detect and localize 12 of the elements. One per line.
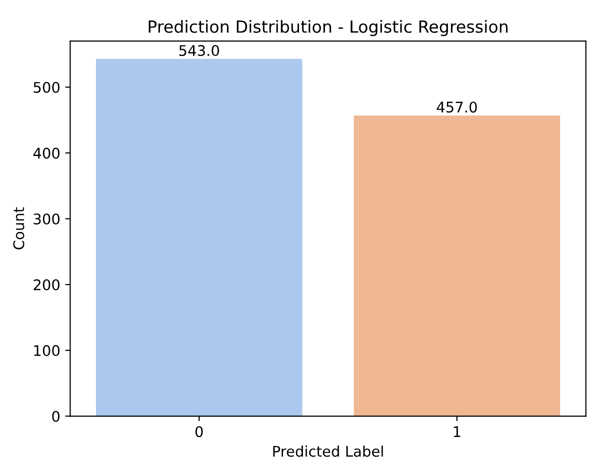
x-tick-label: 1	[454, 426, 460, 437]
data-label: 457.0	[436, 102, 477, 113]
y-axis-title: Count	[13, 207, 24, 250]
y-tick-label: 500	[34, 82, 60, 93]
y-tick-label: 0	[52, 410, 60, 422]
y-tick-label: 100	[34, 345, 60, 356]
x-axis-title: Predicted Label	[273, 446, 383, 457]
chart-title: Prediction Distribution - Logistic Regression	[148, 20, 508, 36]
y-tick-label: 300	[34, 213, 60, 224]
y-tick-label: 400	[33, 148, 60, 159]
data-label: 543.0	[179, 45, 220, 56]
y-tick-label: 200	[34, 279, 60, 290]
